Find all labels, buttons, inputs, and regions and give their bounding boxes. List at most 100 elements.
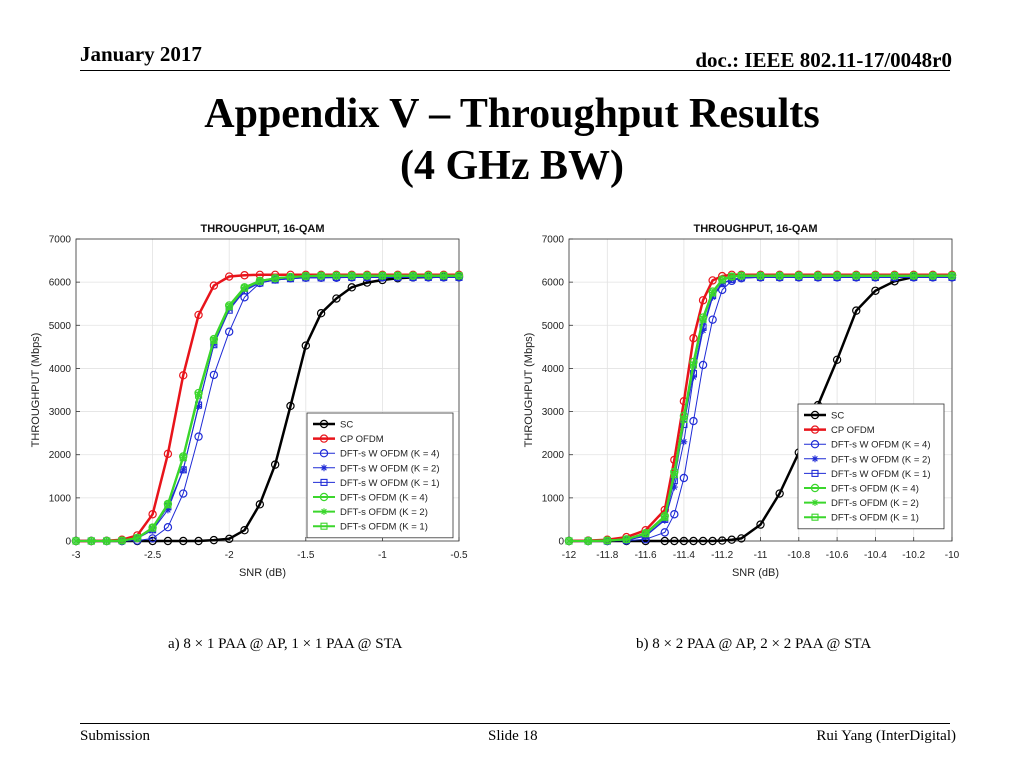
legend-swatch-marker-3 bbox=[811, 455, 819, 463]
data-point bbox=[776, 272, 784, 280]
data-point bbox=[148, 536, 157, 546]
legend-swatch-marker-7 bbox=[811, 513, 819, 521]
x-tick-label: -11.2 bbox=[711, 550, 733, 561]
footer-slide-number: Slide 18 bbox=[488, 728, 538, 744]
y-tick-label: 0 bbox=[558, 537, 564, 548]
y-axis-label: THROUGHPUT (Mbps) bbox=[523, 333, 535, 448]
chart-title: THROUGHPUT, 16-QAM bbox=[200, 223, 324, 235]
legend-label: DFT-s W OFDM (K = 4) bbox=[831, 440, 930, 451]
data-point bbox=[679, 473, 689, 483]
data-point bbox=[440, 272, 448, 280]
data-point bbox=[871, 286, 880, 295]
data-point bbox=[718, 280, 726, 288]
data-point bbox=[348, 272, 356, 280]
legend-label: CP OFDM bbox=[340, 434, 384, 445]
y-tick-label: 3000 bbox=[49, 407, 72, 418]
data-point bbox=[210, 336, 218, 344]
x-axis-label: SNR (dB) bbox=[239, 567, 286, 579]
data-point bbox=[852, 272, 860, 280]
data-point bbox=[179, 489, 188, 498]
header-rule bbox=[80, 70, 950, 71]
legend-label: DFT-s OFDM (K = 2) bbox=[831, 498, 919, 509]
data-point bbox=[642, 530, 650, 538]
data-point bbox=[286, 401, 295, 411]
data-point bbox=[240, 284, 249, 292]
throughput-chart-b: -12 -11.8 -11.6 -11.4 -11.2 -11 -10.8 -10.6 -10.… bbox=[523, 223, 960, 579]
data-point bbox=[455, 272, 463, 280]
data-point bbox=[727, 535, 736, 544]
data-point bbox=[756, 520, 765, 529]
x-tick-label: -2.5 bbox=[144, 550, 162, 561]
x-tick-label: -10.4 bbox=[864, 550, 887, 561]
legend-label: DFT-s W OFDM (K = 2) bbox=[340, 463, 439, 474]
legend-swatch-marker-7 bbox=[320, 522, 328, 530]
x-tick-label: -0.5 bbox=[450, 550, 468, 561]
data-point bbox=[118, 537, 126, 545]
legend-swatch-marker-1 bbox=[810, 425, 820, 434]
x-tick-label: -1.5 bbox=[297, 550, 315, 561]
data-point bbox=[194, 536, 203, 546]
data-point bbox=[363, 272, 371, 280]
data-point bbox=[224, 272, 234, 281]
legend-label: DFT-s OFDM (K = 4) bbox=[831, 484, 919, 495]
x-tick-label: -10.6 bbox=[826, 550, 849, 561]
legend-swatch-marker-0 bbox=[810, 410, 820, 420]
data-point bbox=[584, 537, 592, 545]
legend-swatch-marker-6 bbox=[811, 499, 819, 506]
data-point bbox=[209, 281, 219, 290]
data-point bbox=[756, 272, 765, 280]
data-point bbox=[622, 535, 630, 543]
data-point bbox=[709, 289, 717, 297]
y-tick-label: 7000 bbox=[49, 235, 72, 246]
data-point bbox=[224, 534, 234, 544]
y-tick-label: 4000 bbox=[49, 364, 72, 375]
data-point bbox=[833, 272, 841, 280]
x-tick-label: -10.2 bbox=[902, 550, 925, 561]
data-point bbox=[670, 510, 679, 519]
chart-title: THROUGHPUT, 16-QAM bbox=[693, 223, 817, 235]
header-doc-id: doc.: IEEE 802.11-17/0048r0 bbox=[695, 48, 952, 72]
data-point bbox=[256, 277, 264, 285]
data-point bbox=[87, 537, 95, 545]
data-point bbox=[670, 536, 679, 546]
data-point bbox=[717, 536, 727, 545]
data-point bbox=[670, 483, 678, 491]
legend-swatch-marker-0 bbox=[319, 419, 329, 429]
data-point bbox=[709, 293, 717, 301]
legend-label: DFT-s OFDM (K = 1) bbox=[340, 522, 428, 533]
data-point bbox=[148, 534, 157, 543]
x-tick-label: -10 bbox=[945, 550, 960, 561]
throughput-chart-a: -3 -2.5 -2 -1.5 -1 -0.5 0 1000 2000 3000 4000 5000 6… bbox=[30, 223, 468, 579]
y-tick-label: 3000 bbox=[542, 407, 565, 418]
data-point bbox=[148, 510, 157, 519]
data-point bbox=[718, 276, 726, 284]
y-tick-label: 5000 bbox=[49, 321, 72, 332]
data-point bbox=[424, 272, 432, 280]
data-point bbox=[852, 306, 861, 315]
data-point bbox=[149, 524, 157, 532]
data-point bbox=[698, 296, 708, 305]
legend-swatch-marker-2 bbox=[810, 439, 820, 449]
data-point bbox=[332, 294, 341, 303]
slide-title-line-1: Appendix V – Throughput Results bbox=[204, 91, 820, 137]
legend-swatch-marker-5 bbox=[810, 483, 820, 493]
legend-swatch-marker-6 bbox=[320, 508, 328, 515]
x-tick-label: -2 bbox=[225, 550, 234, 561]
data-point bbox=[240, 271, 249, 280]
data-point bbox=[689, 334, 698, 343]
x-axis-label: SNR (dB) bbox=[732, 567, 779, 579]
caption-b: b) 8 × 2 PAA @ AP, 2 × 2 PAA @ STA bbox=[636, 636, 872, 652]
legend-label: DFT-s W OFDM (K = 1) bbox=[340, 478, 439, 489]
x-tick-label: -1 bbox=[378, 550, 387, 561]
data-point bbox=[271, 274, 279, 282]
data-point bbox=[775, 489, 784, 498]
data-point bbox=[163, 536, 173, 546]
plot-frame bbox=[75, 238, 460, 542]
legend-swatch-marker-5 bbox=[319, 492, 329, 502]
x-tick-label: -11 bbox=[754, 550, 768, 561]
header-date: January 2017 bbox=[80, 42, 202, 66]
data-point bbox=[661, 513, 669, 521]
data-point bbox=[164, 501, 172, 509]
data-point bbox=[103, 537, 111, 545]
footer-submission: Submission bbox=[80, 728, 151, 744]
